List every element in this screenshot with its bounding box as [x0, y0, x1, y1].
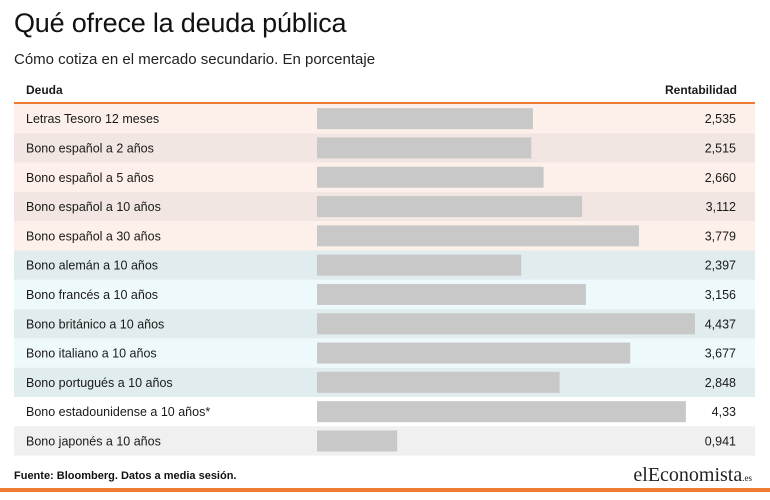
value-label: 2,535: [705, 112, 736, 126]
source-note: Fuente: Bloomberg. Datos a media sesión.: [14, 470, 237, 482]
bar: [317, 108, 533, 130]
value-label: 3,779: [705, 229, 736, 243]
category-label: Bono británico a 10 años: [26, 317, 164, 331]
value-label: 3,156: [705, 288, 736, 302]
bottom-accent-rule: [0, 488, 770, 492]
bar: [317, 137, 532, 159]
value-label: 2,515: [705, 141, 736, 155]
category-label: Bono español a 10 años: [26, 200, 161, 214]
category-label: Bono italiano a 10 años: [26, 347, 157, 361]
bar-chart: Letras Tesoro 12 meses 2,535 Bono español …: [14, 104, 755, 456]
logo-prefix: el: [633, 464, 648, 486]
value-label: 2,397: [705, 259, 736, 273]
category-label: Bono español a 5 años: [26, 171, 154, 185]
value-label: 0,941: [705, 434, 736, 448]
bar: [317, 401, 686, 423]
bar: [317, 371, 560, 393]
category-label: Letras Tesoro 12 meses: [26, 112, 159, 126]
value-label: 4,437: [705, 317, 736, 331]
value-label: 3,112: [706, 200, 736, 214]
category-label: Bono español a 30 años: [26, 229, 161, 243]
bar: [317, 283, 586, 305]
bar: [317, 342, 631, 364]
category-label: Bono francés a 10 años: [26, 288, 158, 302]
category-label: Bono portugués a 10 años: [26, 376, 173, 390]
logo-tld: .es: [742, 473, 752, 483]
bar: [317, 225, 639, 247]
column-header-rentabilidad: Rentabilidad: [664, 83, 737, 97]
logo-name: Economista: [647, 464, 743, 486]
bar: [317, 254, 522, 276]
column-header-deuda: Deuda: [26, 83, 63, 97]
chart-title: Qué ofrece la deuda pública: [14, 8, 347, 38]
bar: [317, 196, 583, 218]
table-header: Deuda Rentabilidad: [14, 80, 755, 104]
bar: [317, 166, 544, 188]
bar: [317, 430, 398, 452]
value-label: 2,660: [705, 171, 736, 185]
value-label: 2,848: [705, 376, 736, 390]
value-label: 3,677: [705, 347, 736, 361]
eleconomista-logo: elEconomista.es: [633, 464, 752, 487]
category-label: Bono alemán a 10 años: [26, 259, 158, 273]
category-label: Bono japonés a 10 años: [26, 434, 161, 448]
bar: [317, 313, 695, 335]
chart-subtitle: Cómo cotiza en el mercado secundario. En…: [14, 51, 376, 68]
category-label: Bono estadounidense a 10 años*: [26, 405, 210, 419]
category-label: Bono español a 2 años: [26, 141, 154, 155]
value-label: 4,33: [712, 405, 736, 419]
